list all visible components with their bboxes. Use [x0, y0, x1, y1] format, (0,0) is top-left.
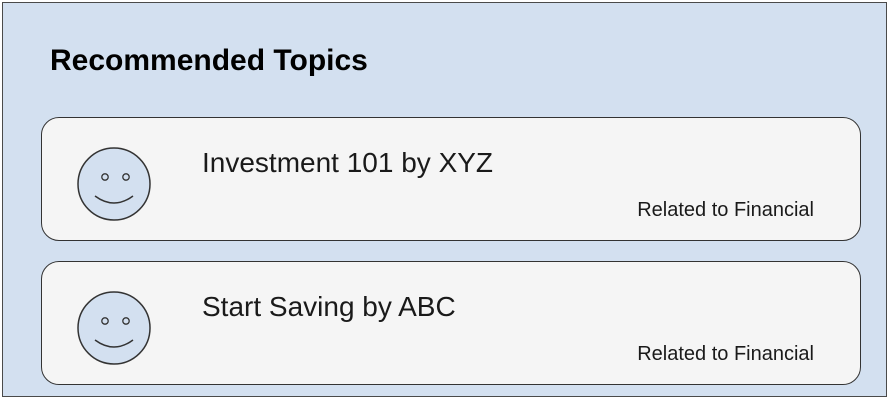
- smiley-face-icon: [76, 146, 152, 222]
- panel-title: Recommended Topics: [50, 44, 368, 77]
- topic-card-start-saving[interactable]: Start Saving by ABC Related to Financial: [41, 261, 861, 385]
- topic-related-label: Related to Financial: [637, 199, 814, 221]
- topic-card-investment-101[interactable]: Investment 101 by XYZ Related to Financi…: [41, 117, 861, 241]
- topic-title: Start Saving by ABC: [202, 291, 456, 322]
- smiley-face-icon: [76, 290, 152, 366]
- recommended-topics-panel: Recommended Topics Investment 101 by XYZ…: [2, 2, 887, 397]
- topic-related-label: Related to Financial: [637, 343, 814, 365]
- topic-title: Investment 101 by XYZ: [202, 147, 494, 178]
